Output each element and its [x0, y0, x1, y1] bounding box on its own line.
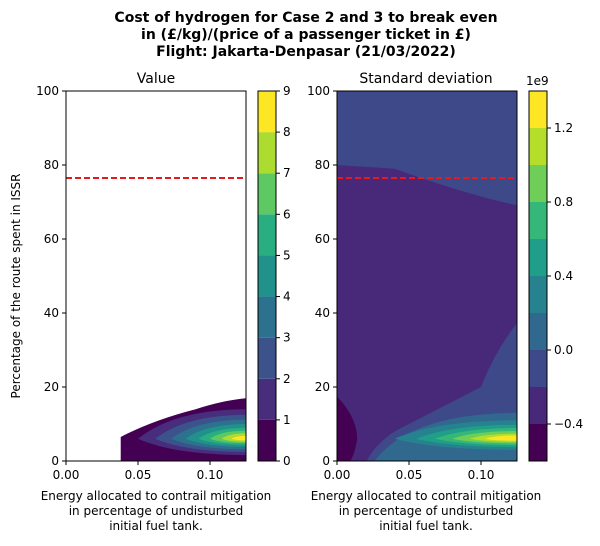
- value-x-axis-label-line-2: in percentage of undisturbed: [69, 504, 244, 518]
- value-y-tick-label: 100: [36, 84, 59, 98]
- stddev-contour-band: [337, 165, 517, 461]
- stddev-colorbar-segment: [529, 165, 547, 202]
- value-x-tick-label: 0.00: [53, 468, 80, 482]
- value-y-tick-label: 80: [44, 158, 59, 172]
- value-colorbar-tick-label: 8: [283, 125, 291, 139]
- stddev-colorbar-tick-label: −0.4: [554, 417, 583, 431]
- stddev-colorbar-segment: [529, 239, 547, 276]
- value-colorbar-tick-label: 7: [283, 166, 291, 180]
- value-colorbar-segment: [258, 91, 276, 133]
- stddev-colorbar-segment: [529, 424, 547, 461]
- value-colorbar-segment: [258, 173, 276, 215]
- stddev-panel-title: Standard deviation: [359, 71, 492, 87]
- stddev-y-tick-label: 40: [315, 306, 330, 320]
- figure-title-line-1: Cost of hydrogen for Case 2 and 3 to bre…: [114, 10, 497, 26]
- stddev-colorbar-segment: [529, 276, 547, 313]
- value-colorbar-tick-label: 0: [283, 454, 291, 468]
- stddev-y-tick-label: 100: [307, 84, 330, 98]
- stddev-colorbar-segment: [529, 202, 547, 239]
- value-panel-title: Value: [137, 71, 175, 87]
- stddev-contour-band: [485, 435, 517, 441]
- value-colorbar-segment: [258, 296, 276, 338]
- value-colorbar-tick-label: 9: [283, 84, 291, 98]
- stddev-colorbar-segment: [529, 91, 547, 128]
- value-colorbar-tick-label: 3: [283, 331, 291, 345]
- stddev-colorbar-segment: [529, 313, 547, 350]
- stddev-x-axis-label-line-1: Energy allocated to contrail mitigation: [311, 489, 542, 503]
- stddev-axis-ticks: 0.00 0.05 0.10 0 20 40 60 80 100: [307, 84, 494, 482]
- stddev-colorbar: −0.4 0.0 0.4 0.8 1.2: [528, 90, 583, 462]
- stddev-axes-frame: [336, 90, 518, 462]
- figure-title-line-3: Flight: Jakarta-Denpasar (21/03/2022): [156, 44, 456, 60]
- value-colorbar-segment: [258, 255, 276, 297]
- stddev-colorbar-offset-text: 1e9: [526, 74, 549, 88]
- stddev-colorbar-segment: [529, 128, 547, 165]
- stddev-colorbar-segment: [529, 387, 547, 424]
- value-plot-background: [66, 91, 246, 461]
- value-colorbar-segment: [258, 337, 276, 379]
- stddev-colorbar-tick-label: 0.8: [554, 195, 573, 209]
- value-y-tick-label: 20: [44, 380, 59, 394]
- stddev-y-tick-label: 60: [315, 232, 330, 246]
- stddev-contour-band: [337, 396, 358, 461]
- value-y-axis-label: Percentage of the route spent in ISSR: [9, 174, 23, 399]
- stddev-x-tick-label: 0.10: [468, 468, 495, 482]
- value-colorbar-tick-label: 5: [283, 248, 291, 262]
- value-colorbar-tick-label: 1: [283, 413, 291, 427]
- value-x-tick-label: 0.10: [197, 468, 224, 482]
- value-x-tick-label: 0.05: [125, 468, 152, 482]
- value-colorbar-tick-label: 2: [283, 372, 291, 386]
- stddev-y-tick-label: 0: [322, 454, 330, 468]
- value-colorbar-segment: [258, 214, 276, 256]
- stddev-y-tick-label: 20: [315, 380, 330, 394]
- stddev-colorbar-tick-label: 1.2: [554, 121, 573, 135]
- value-colorbar: 0 1 2 3 4 5 6 7 8 9: [257, 84, 291, 468]
- value-y-tick-label: 0: [51, 454, 59, 468]
- stddev-colorbar-segment: [529, 350, 547, 387]
- value-axes-frame: [65, 90, 247, 462]
- stddev-panel: Standard deviation 0.00 0.05 0.10 0 20 40 60 80…: [307, 71, 583, 533]
- value-colorbar-tick-label: 6: [283, 207, 291, 221]
- value-y-tick-label: 40: [44, 306, 59, 320]
- value-colorbar-segment: [258, 419, 276, 461]
- value-x-axis-label-line-1: Energy allocated to contrail mitigation: [41, 489, 272, 503]
- stddev-x-tick-label: 0.00: [324, 468, 351, 482]
- stddev-x-axis-label-line-2: in percentage of undisturbed: [339, 504, 514, 518]
- figure-title-line-2: in (£/kg)/(price of a passenger ticket i…: [141, 27, 471, 43]
- value-colorbar-segment: [258, 378, 276, 420]
- value-colorbar-segment: [258, 132, 276, 174]
- value-contour-band: [231, 435, 246, 441]
- stddev-x-tick-label: 0.05: [396, 468, 423, 482]
- stddev-colorbar-tick-label: 0.0: [554, 343, 573, 357]
- value-colorbar-tick-label: 4: [283, 290, 291, 304]
- value-contour-plot: [66, 91, 246, 461]
- stddev-colorbar-tick-label: 0.4: [554, 269, 573, 283]
- value-y-tick-label: 60: [44, 232, 59, 246]
- stddev-x-axis-label-line-3: initial fuel tank.: [379, 519, 473, 533]
- stddev-y-tick-label: 80: [315, 158, 330, 172]
- stddev-contour-plot: [337, 91, 517, 461]
- value-x-axis-label-line-3: initial fuel tank.: [109, 519, 203, 533]
- value-axis-ticks: 0.00 0.05 0.10 0 20 40 60 80 100: [36, 84, 223, 482]
- value-colorbar-frame: [257, 90, 277, 462]
